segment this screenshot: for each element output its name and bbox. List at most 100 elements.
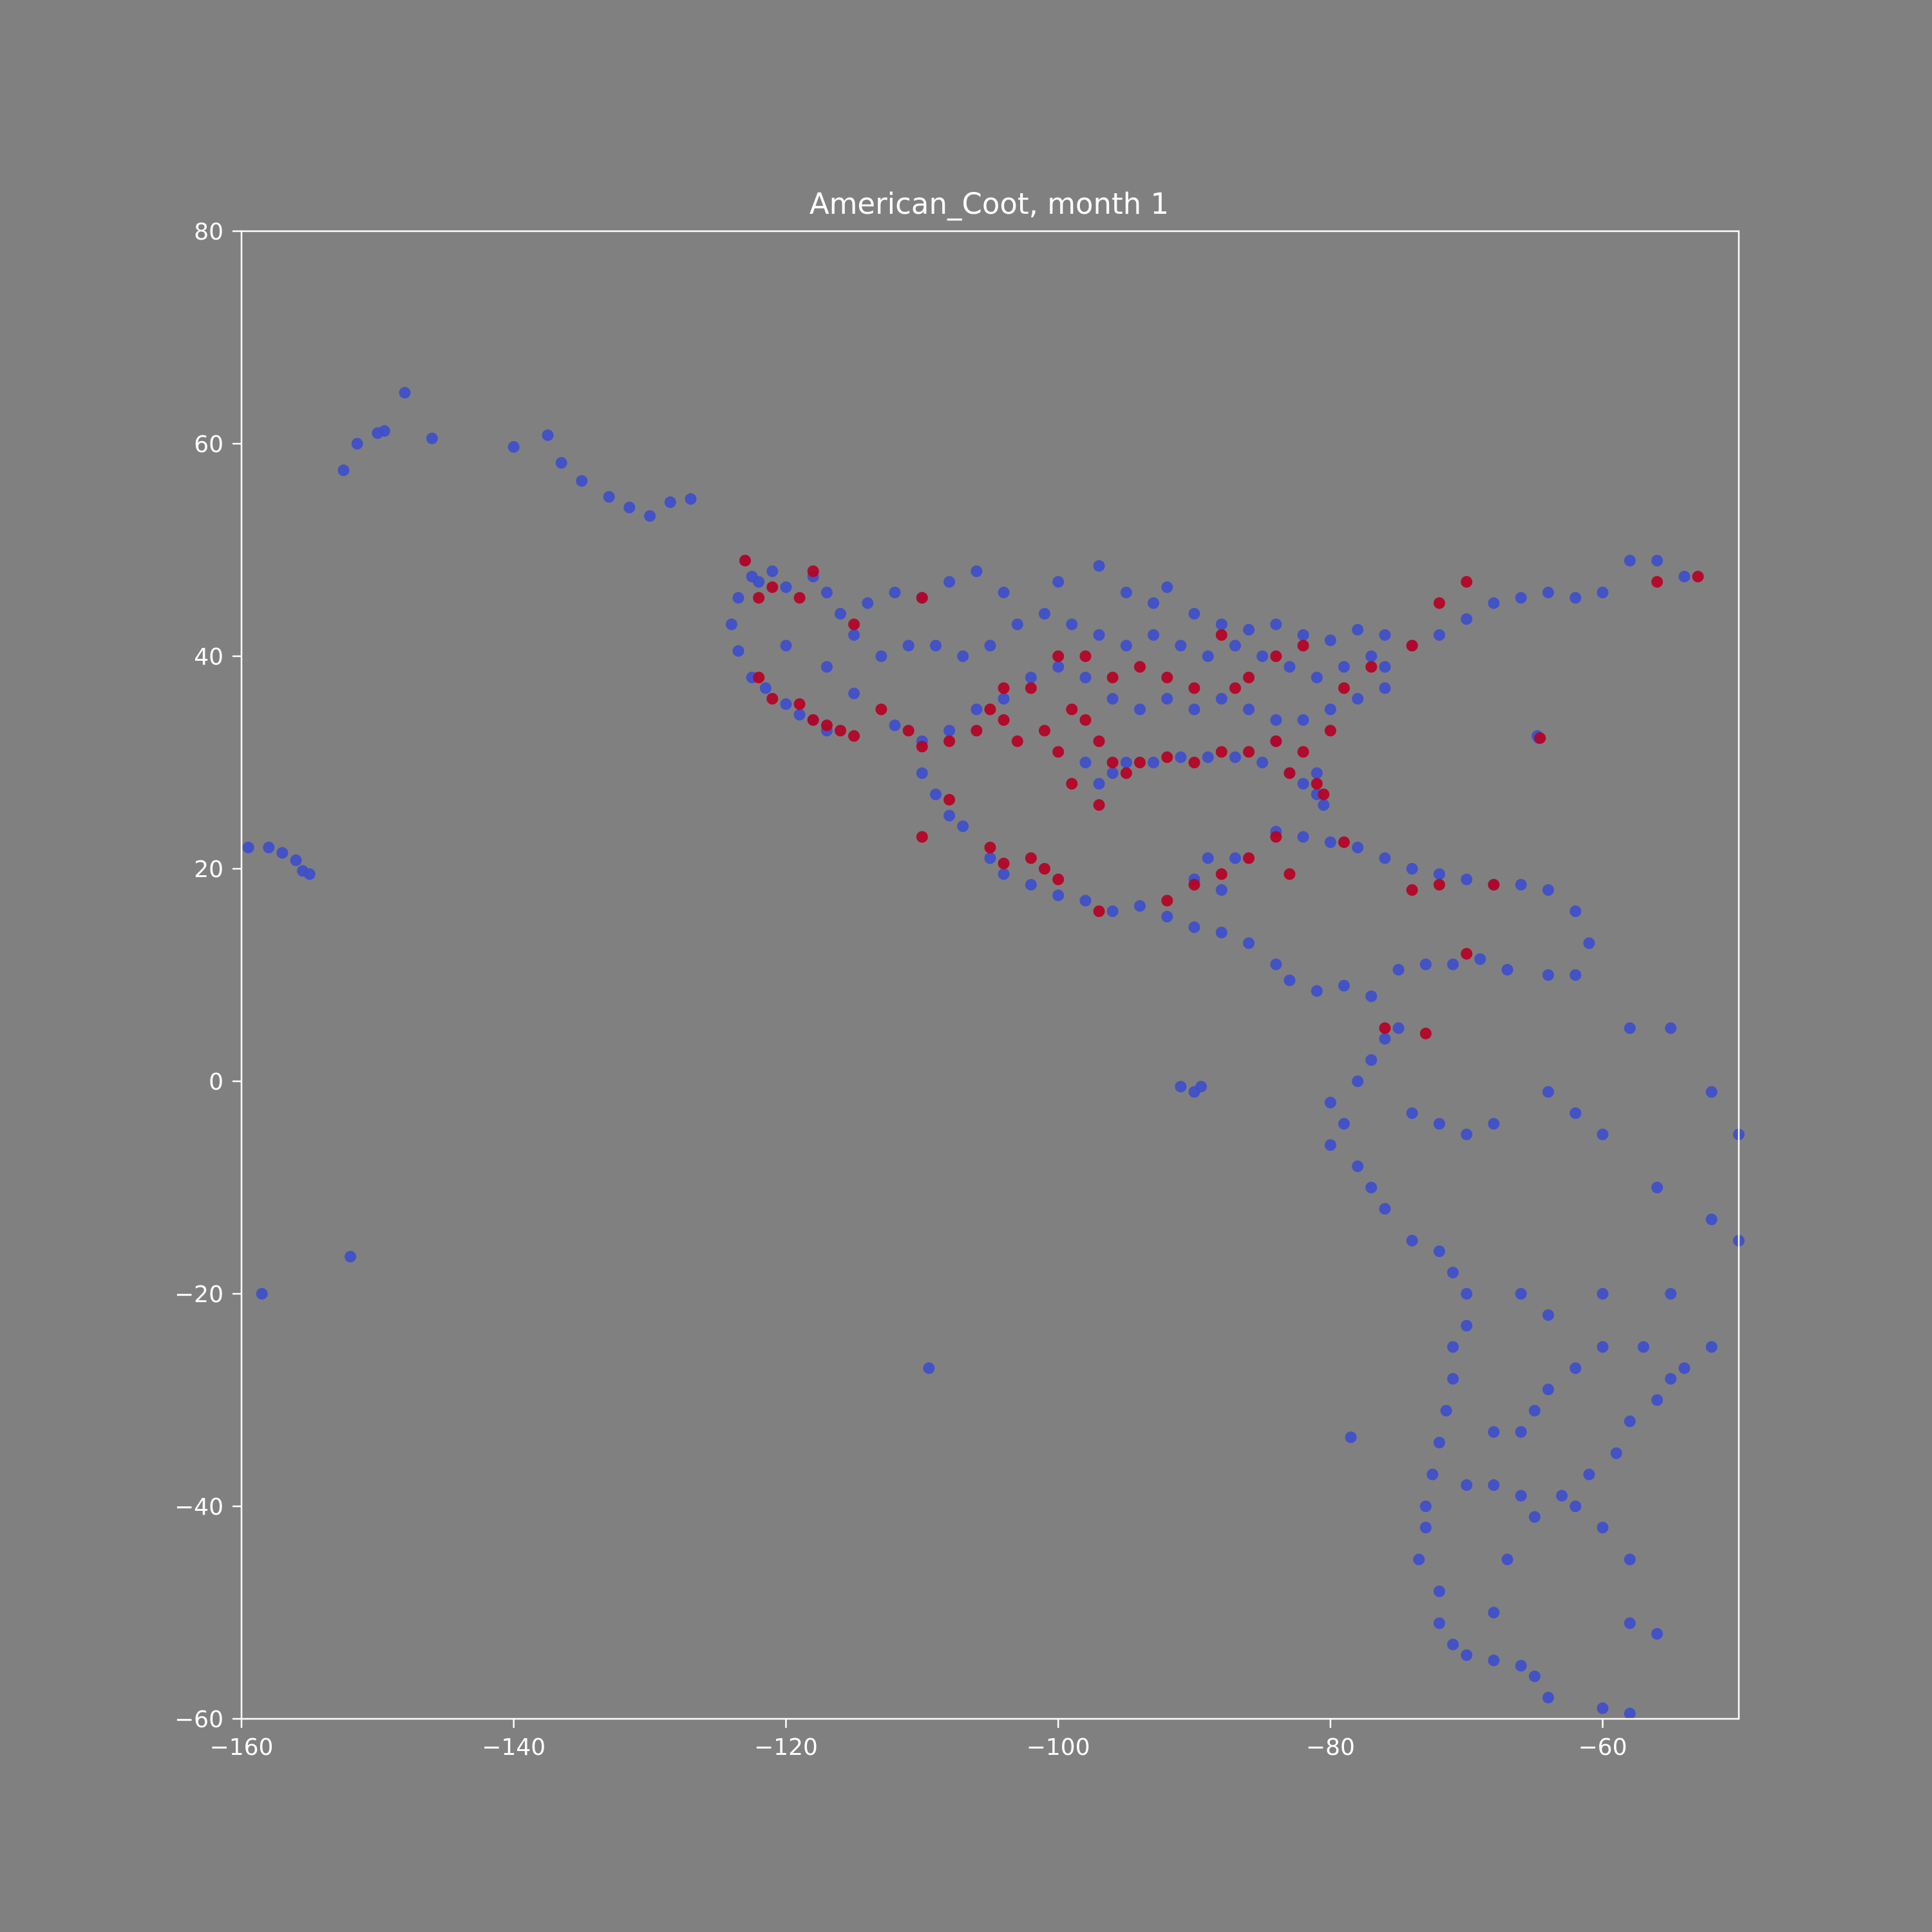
- scatter-point: [1188, 921, 1200, 933]
- scatter-point: [1215, 629, 1227, 641]
- scatter-point: [1011, 618, 1023, 630]
- scatter-point: [957, 820, 969, 832]
- scatter-point: [1215, 746, 1227, 758]
- scatter-point: [1678, 571, 1690, 583]
- scatter-point: [759, 682, 772, 694]
- scatter-point: [1488, 1654, 1500, 1667]
- scatter-point: [1419, 1501, 1432, 1512]
- points-layer: [242, 386, 1745, 1719]
- scatter-point: [1352, 1160, 1364, 1172]
- scatter-point: [1447, 1373, 1459, 1385]
- scatter-point: [889, 719, 901, 732]
- scatter-point: [1215, 693, 1227, 705]
- scatter-point: [1120, 639, 1132, 652]
- scatter-point: [1365, 990, 1378, 1002]
- scatter-point: [1079, 714, 1092, 726]
- scatter-point: [1596, 1522, 1609, 1533]
- scatter-point: [902, 724, 914, 737]
- scatter-point: [1515, 1426, 1527, 1438]
- scatter-point: [1215, 868, 1227, 880]
- scatter-point: [1311, 778, 1323, 790]
- scatter-point: [1569, 1501, 1582, 1512]
- scatter-point: [1624, 1617, 1636, 1629]
- scatter-point: [1318, 788, 1330, 800]
- scatter-point: [1406, 1235, 1418, 1247]
- scatter-point: [793, 592, 806, 604]
- scatter-point: [1447, 1638, 1459, 1651]
- scatter-point: [426, 432, 438, 444]
- scatter-point: [1434, 597, 1445, 609]
- y-tick-label: 60: [194, 431, 223, 458]
- scatter-point: [303, 868, 316, 880]
- scatter-point: [1297, 831, 1309, 843]
- scatter-point: [1161, 581, 1173, 593]
- scatter-point: [1120, 767, 1132, 779]
- scatter-point: [1665, 1022, 1677, 1034]
- y-tick-label: 80: [194, 219, 223, 245]
- x-tick-label: −100: [1027, 1734, 1090, 1761]
- scatter-point: [1665, 1288, 1677, 1300]
- scatter-point: [1379, 682, 1391, 694]
- scatter-point: [1569, 592, 1582, 604]
- scatter-point: [1324, 634, 1336, 647]
- scatter-point: [1283, 767, 1296, 779]
- scatter-point: [1243, 672, 1255, 683]
- scatter-point: [1488, 1118, 1500, 1130]
- scatter-point: [1297, 746, 1309, 758]
- scatter-point: [1461, 1479, 1473, 1491]
- scatter-point: [1426, 1468, 1439, 1481]
- axes-frame: [240, 230, 1740, 1720]
- scatter-point: [623, 502, 636, 513]
- scatter-point: [1529, 1405, 1540, 1417]
- scatter-point: [943, 735, 956, 747]
- scatter-point: [1440, 1405, 1452, 1417]
- scatter-point: [1392, 1022, 1405, 1034]
- scatter-point: [971, 565, 983, 577]
- scatter-point: [256, 1288, 268, 1300]
- scatter-point: [1311, 672, 1323, 683]
- scatter-point: [1188, 608, 1200, 620]
- scatter-point: [1202, 852, 1214, 864]
- scatter-point: [1229, 751, 1241, 763]
- scatter-point: [1052, 889, 1065, 902]
- scatter-point: [1488, 1607, 1500, 1618]
- scatter-point: [1324, 1097, 1336, 1108]
- scatter-point: [1229, 852, 1241, 864]
- scatter-point: [1324, 724, 1336, 737]
- scatter-point: [753, 576, 765, 588]
- scatter-point: [1569, 969, 1582, 981]
- scatter-point: [848, 730, 860, 742]
- scatter-point: [732, 645, 744, 657]
- scatter-point: [1474, 953, 1486, 965]
- scatter-point: [739, 554, 751, 567]
- scatter-point: [1515, 1490, 1527, 1502]
- scatter-point: [1379, 1203, 1391, 1215]
- scatter-point: [1297, 629, 1309, 641]
- scatter-point: [1365, 661, 1378, 673]
- scatter-point: [1270, 714, 1282, 726]
- scatter-point: [576, 475, 588, 487]
- scatter-point: [1434, 868, 1445, 880]
- scatter-point: [1338, 1118, 1350, 1130]
- scatter-point: [1624, 1707, 1636, 1719]
- scatter-point: [1324, 836, 1336, 848]
- scatter-point: [1651, 1394, 1663, 1406]
- scatter-point: [1052, 873, 1065, 886]
- scatter-point: [1297, 778, 1309, 790]
- scatter-point: [835, 724, 846, 737]
- x-tick-label: −120: [754, 1734, 818, 1761]
- scatter-point: [1406, 863, 1418, 875]
- scatter-point: [1324, 703, 1336, 715]
- scatter-point: [984, 842, 996, 853]
- scatter-point: [1175, 751, 1187, 763]
- scatter-point: [1638, 1341, 1649, 1353]
- scatter-point: [1079, 757, 1092, 768]
- scatter-point: [1324, 1139, 1336, 1151]
- scatter-point: [916, 767, 928, 779]
- scatter-point: [1243, 746, 1255, 758]
- x-tick-label: −60: [1578, 1734, 1627, 1761]
- scatter-point: [848, 618, 860, 630]
- scatter-point: [1624, 1022, 1636, 1034]
- scatter-point: [1461, 576, 1473, 588]
